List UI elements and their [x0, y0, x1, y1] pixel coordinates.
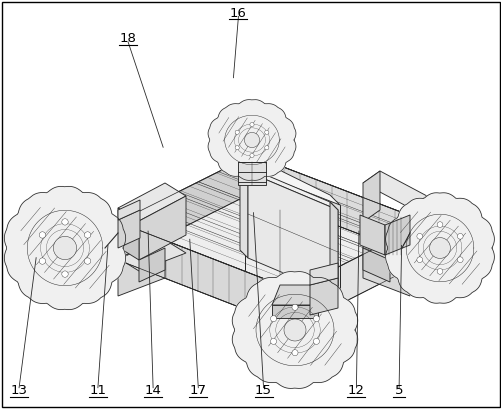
Polygon shape: [244, 158, 339, 205]
Polygon shape: [362, 171, 379, 222]
Circle shape: [456, 234, 462, 239]
Text: 16: 16: [229, 7, 246, 20]
Circle shape: [313, 338, 319, 344]
Circle shape: [234, 146, 239, 150]
Polygon shape: [359, 215, 384, 255]
Polygon shape: [385, 193, 493, 303]
Polygon shape: [118, 222, 293, 328]
Circle shape: [416, 257, 422, 263]
Text: 5: 5: [394, 384, 402, 397]
Text: 12: 12: [347, 384, 364, 397]
Polygon shape: [139, 248, 165, 282]
Polygon shape: [232, 272, 357, 389]
Text: 14: 14: [144, 384, 161, 397]
Polygon shape: [362, 248, 389, 282]
Circle shape: [62, 219, 68, 225]
Polygon shape: [118, 155, 252, 260]
Polygon shape: [118, 200, 140, 220]
Polygon shape: [237, 162, 266, 185]
Circle shape: [53, 236, 77, 260]
Polygon shape: [118, 240, 186, 271]
Polygon shape: [208, 100, 295, 180]
Circle shape: [84, 258, 91, 264]
Polygon shape: [272, 285, 317, 305]
Circle shape: [429, 238, 449, 258]
Text: 18: 18: [119, 32, 136, 45]
Polygon shape: [118, 210, 140, 248]
Circle shape: [234, 130, 239, 134]
Circle shape: [62, 271, 68, 277]
Polygon shape: [362, 240, 409, 296]
Polygon shape: [239, 164, 247, 258]
Circle shape: [39, 258, 46, 264]
Text: 15: 15: [255, 384, 272, 397]
Circle shape: [284, 319, 306, 341]
Circle shape: [456, 257, 462, 263]
Circle shape: [264, 130, 269, 134]
Circle shape: [292, 304, 298, 310]
Polygon shape: [5, 187, 125, 310]
Circle shape: [292, 350, 298, 356]
Polygon shape: [118, 155, 426, 290]
Polygon shape: [139, 196, 186, 260]
Polygon shape: [244, 158, 255, 248]
Polygon shape: [310, 263, 337, 285]
Circle shape: [84, 232, 91, 238]
Polygon shape: [362, 171, 426, 208]
Circle shape: [264, 146, 269, 150]
Circle shape: [244, 133, 259, 148]
Circle shape: [39, 232, 46, 238]
Polygon shape: [293, 222, 426, 328]
Circle shape: [249, 122, 254, 127]
Circle shape: [416, 234, 422, 239]
Text: 13: 13: [11, 384, 28, 397]
Text: 11: 11: [89, 384, 106, 397]
Polygon shape: [118, 208, 139, 260]
Circle shape: [436, 222, 442, 227]
Polygon shape: [272, 305, 317, 318]
Polygon shape: [329, 202, 337, 296]
Polygon shape: [247, 172, 337, 296]
Polygon shape: [362, 227, 426, 258]
Polygon shape: [118, 183, 186, 221]
Polygon shape: [310, 278, 337, 315]
Polygon shape: [118, 240, 165, 296]
Text: 17: 17: [189, 384, 206, 397]
Polygon shape: [384, 215, 409, 255]
Circle shape: [270, 338, 276, 344]
Circle shape: [436, 269, 442, 274]
Polygon shape: [252, 155, 426, 260]
Circle shape: [249, 153, 254, 157]
Circle shape: [270, 316, 276, 322]
Polygon shape: [239, 164, 337, 210]
Circle shape: [313, 316, 319, 322]
Polygon shape: [409, 196, 426, 247]
